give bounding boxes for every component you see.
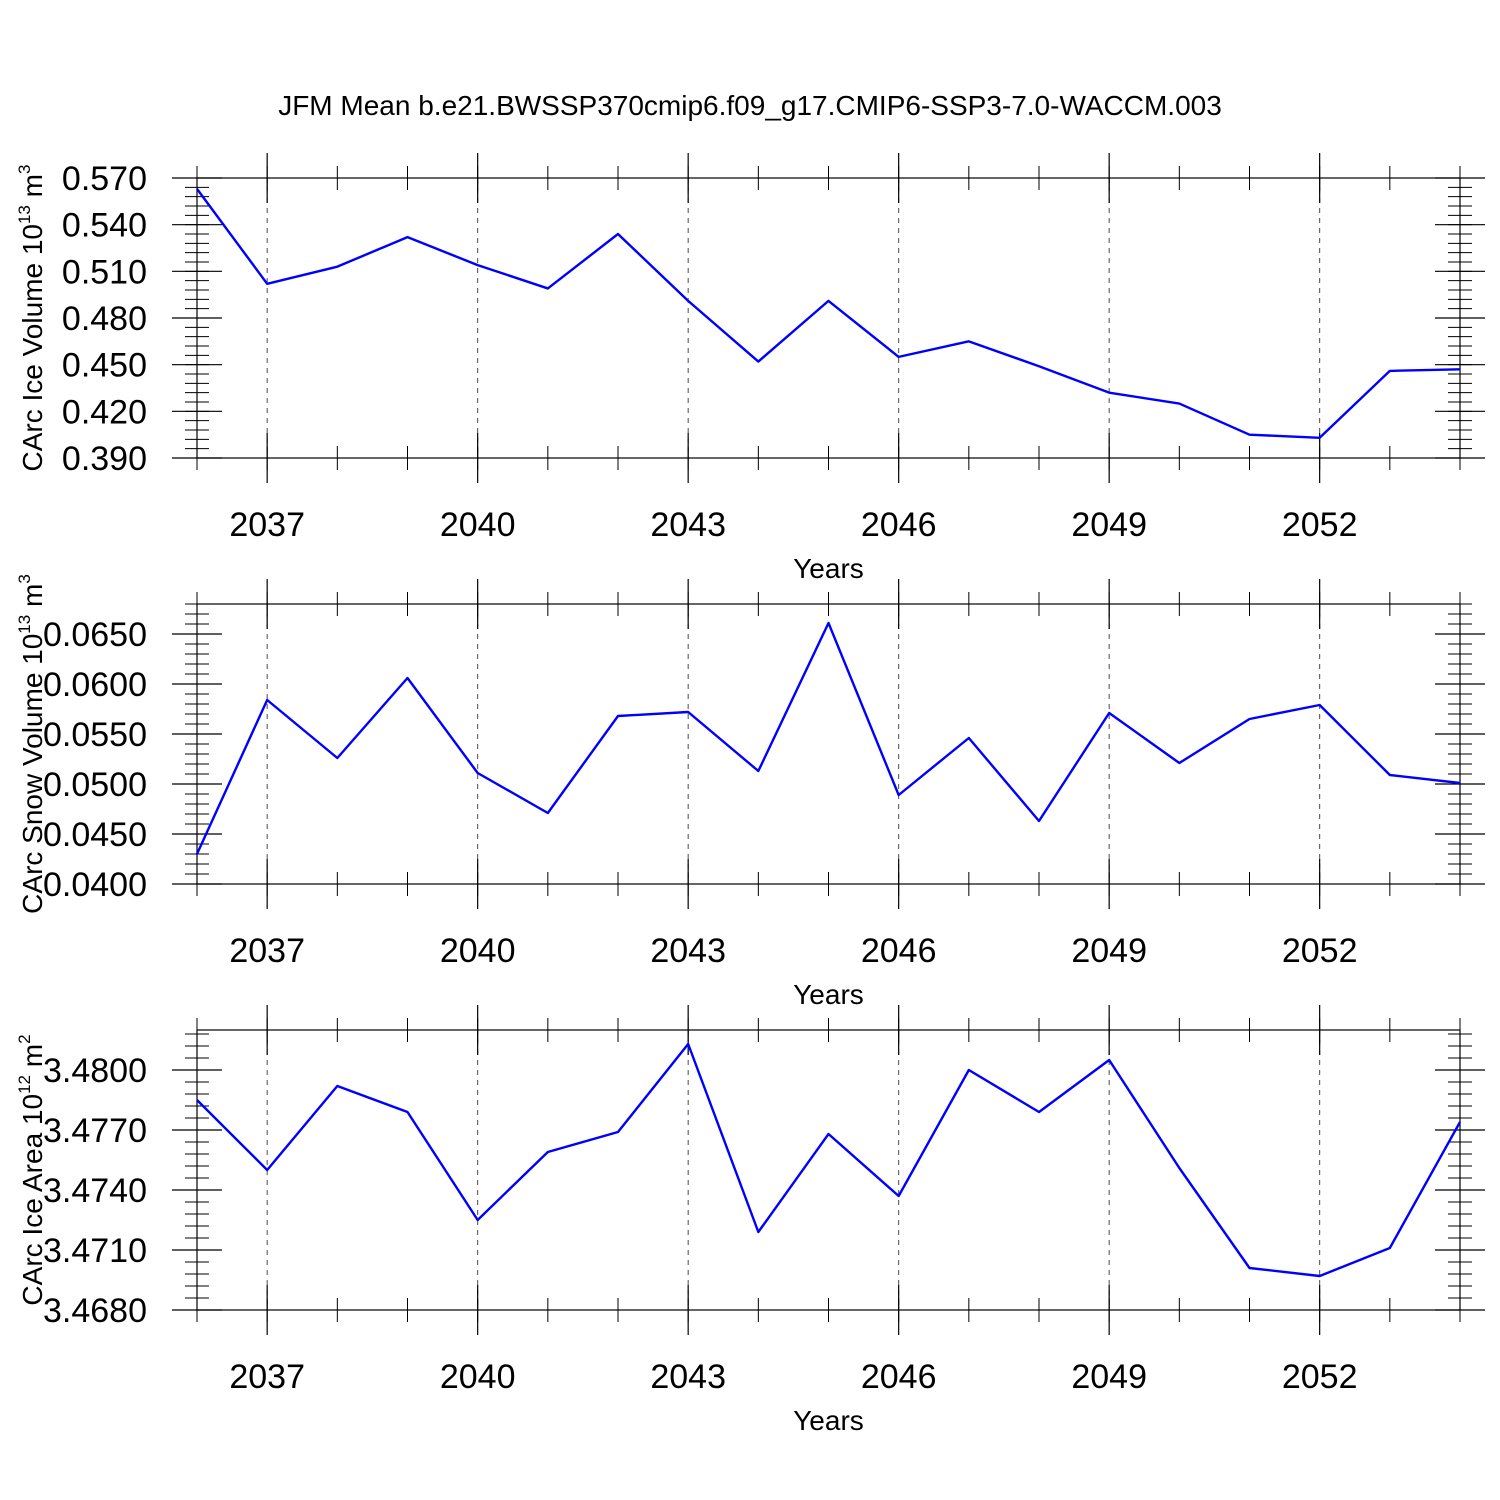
x-tick-label: 2037 (229, 506, 305, 544)
y-tick-label: 0.390 (62, 440, 147, 478)
y-label-superscript: 13 (15, 615, 34, 634)
series-line (195, 621, 1461, 855)
panel-2: 0.0400 0.0450 0.0500 0.0550 0.0600 0.0650 2037… (15, 574, 1485, 1010)
y-axis-label: CArc Snow Volume 1013 m3 (15, 574, 48, 914)
y-label-text: CArc Snow Volume 10 (17, 634, 48, 914)
x-tick-label: 2052 (1282, 506, 1358, 544)
x-tick-label: 2040 (440, 1358, 516, 1396)
x-axis-label: Years (793, 1405, 864, 1436)
y-tick-label: 0.0500 (43, 766, 147, 804)
plot-frame (196, 177, 1461, 459)
plot-frame (196, 1029, 1461, 1311)
y-tick-label: 0.420 (62, 393, 147, 431)
y-tick-label: 3.4800 (43, 1052, 147, 1090)
y-tick-label: 0.0600 (43, 666, 147, 704)
y-tick-label: 3.4680 (43, 1292, 147, 1330)
y-axis-label: CArc Ice Area 1012 m2 (15, 1034, 48, 1305)
y-tick-label: 3.4740 (43, 1172, 147, 1210)
x-tick-label: 2037 (229, 1358, 305, 1396)
x-tick-label: 2040 (440, 506, 516, 544)
x-tick-label: 2049 (1071, 1358, 1147, 1396)
y-tick-label: 0.450 (62, 347, 147, 385)
y-label-superscript: 13 (15, 205, 34, 224)
chart-title: JFM Mean b.e21.BWSSP370cmip6.f09_g17.CMI… (278, 90, 1222, 121)
series-line (196, 188, 1461, 439)
x-tick-label: 2040 (440, 932, 516, 970)
y-tick-label: 0.480 (62, 300, 147, 338)
y-tick-label: 0.570 (62, 160, 147, 198)
x-tick-label: 2046 (861, 506, 937, 544)
x-tick-label: 2049 (1071, 932, 1147, 970)
x-tick-label: 2052 (1282, 932, 1358, 970)
x-tick-label: 2046 (861, 1358, 937, 1396)
y-tick-label: 0.510 (62, 253, 147, 291)
series-line (196, 1042, 1462, 1278)
y-tick-label: 3.4770 (43, 1112, 147, 1150)
y-label-text: m (17, 1044, 48, 1075)
y-tick-label: 0.540 (62, 207, 147, 245)
x-tick-label: 2043 (650, 932, 726, 970)
y-label-text: m (17, 174, 48, 205)
y-label-superscript: 12 (15, 1075, 34, 1094)
y-label-text: m (17, 584, 48, 615)
panels: 0.390 0.420 0.450 0.480 0.510 0.540 0.570 2037 2… (15, 153, 1485, 1436)
y-tick-label: 0.0650 (43, 616, 147, 654)
y-label-text: CArc Ice Area 10 (17, 1094, 48, 1306)
x-tick-label: 2049 (1071, 506, 1147, 544)
plot-frame (196, 603, 1461, 885)
y-label-text: CArc Ice Volume 10 (17, 224, 48, 471)
y-label-superscript: 3 (15, 574, 34, 583)
x-axis-label: Years (793, 553, 864, 584)
x-axis-label: Years (793, 979, 864, 1010)
y-tick-label: 0.0450 (43, 816, 147, 854)
y-axis-label: CArc Ice Volume 1013 m3 (15, 165, 48, 472)
y-tick-label: 0.0550 (43, 716, 147, 754)
panel-1: 0.390 0.420 0.450 0.480 0.510 0.540 0.570 2037 2… (15, 153, 1485, 584)
x-tick-label: 2043 (650, 1358, 726, 1396)
y-tick-label: 3.4710 (43, 1232, 147, 1270)
x-tick-label: 2043 (650, 506, 726, 544)
panel-3: 3.4680 3.4710 3.4740 3.4770 3.4800 2037 2040 20… (15, 1005, 1485, 1436)
x-tick-label: 2046 (861, 932, 937, 970)
y-tick-label: 0.0400 (43, 866, 147, 904)
y-label-superscript: 3 (15, 165, 34, 174)
y-label-superscript: 2 (15, 1034, 34, 1043)
x-tick-label: 2052 (1282, 1358, 1358, 1396)
x-tick-label: 2037 (229, 932, 305, 970)
